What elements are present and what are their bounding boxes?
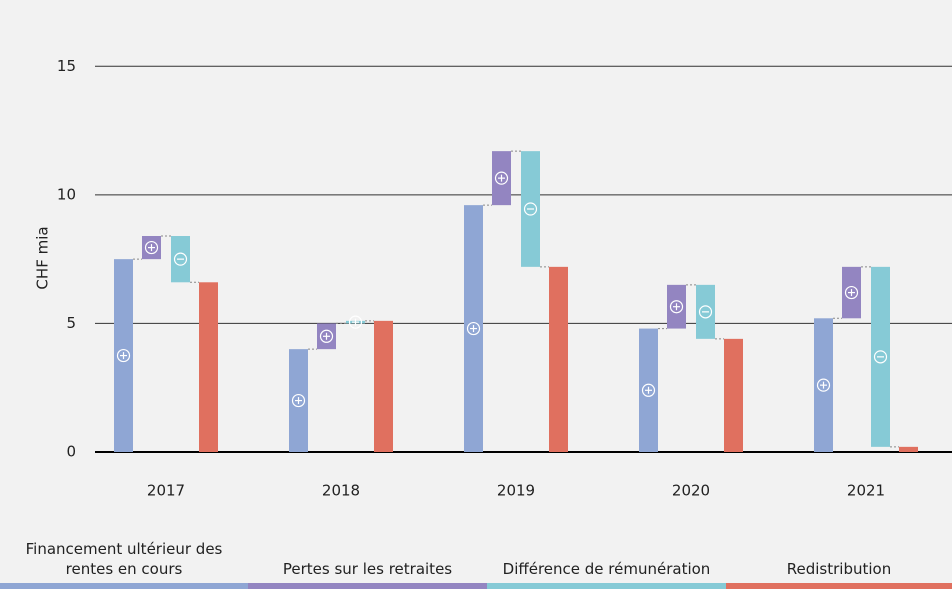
- y-tick-label: 0: [66, 443, 76, 461]
- sign-icon: [173, 252, 188, 266]
- sign-icon: [144, 240, 159, 255]
- legend-item: Pertes sur les retraites: [248, 522, 487, 589]
- sign-icon: [698, 305, 713, 319]
- x-tick-label: 2017: [147, 482, 185, 500]
- bar: [199, 282, 218, 452]
- legend-swatch: [726, 583, 952, 589]
- legend-swatch: [248, 583, 487, 589]
- sign-icon: [348, 315, 363, 329]
- legend: Financement ultérieur des rentes en cour…: [0, 522, 952, 589]
- x-tick-label: 2021: [847, 482, 885, 500]
- legend-swatch: [487, 583, 726, 589]
- chart: CHF mia 0 5 10 15 2017 2018 2019 2020 2021: [34, 57, 952, 500]
- bar: [549, 266, 568, 452]
- sign-icon: [319, 329, 334, 343]
- legend-swatch: [0, 583, 248, 589]
- x-tick-label: 2019: [497, 482, 535, 500]
- y-tick-label: 5: [66, 314, 76, 332]
- sign-icon: [669, 300, 684, 314]
- legend-label: Financement ultérieur des rentes en cour…: [25, 540, 223, 578]
- bar: [374, 320, 393, 452]
- legend-item: Différence de rémunération: [487, 522, 726, 589]
- x-tick-label: 2020: [672, 482, 710, 500]
- bar: [899, 446, 918, 452]
- sign-icon: [816, 378, 831, 392]
- sign-icon: [873, 350, 888, 364]
- legend-label: Redistribution: [786, 560, 892, 578]
- y-tick-label: 10: [57, 185, 76, 203]
- y-axis-label: CHF mia: [34, 226, 52, 289]
- legend-label: Différence de rémunération: [502, 560, 711, 578]
- sign-icon: [641, 383, 656, 397]
- legend-item: Financement ultérieur des rentes en cour…: [0, 522, 248, 589]
- sign-icon: [844, 285, 859, 300]
- sign-icon: [466, 321, 481, 336]
- legend-label: Pertes sur les retraites: [282, 560, 453, 578]
- bar: [724, 338, 743, 452]
- sign-icon: [494, 171, 509, 185]
- x-tick-label: 2018: [322, 482, 360, 500]
- sign-icon: [291, 393, 306, 408]
- legend-item: Redistribution: [726, 522, 952, 589]
- sign-icon: [116, 348, 131, 363]
- sign-icon: [523, 202, 538, 216]
- y-tick-label: 15: [57, 57, 76, 75]
